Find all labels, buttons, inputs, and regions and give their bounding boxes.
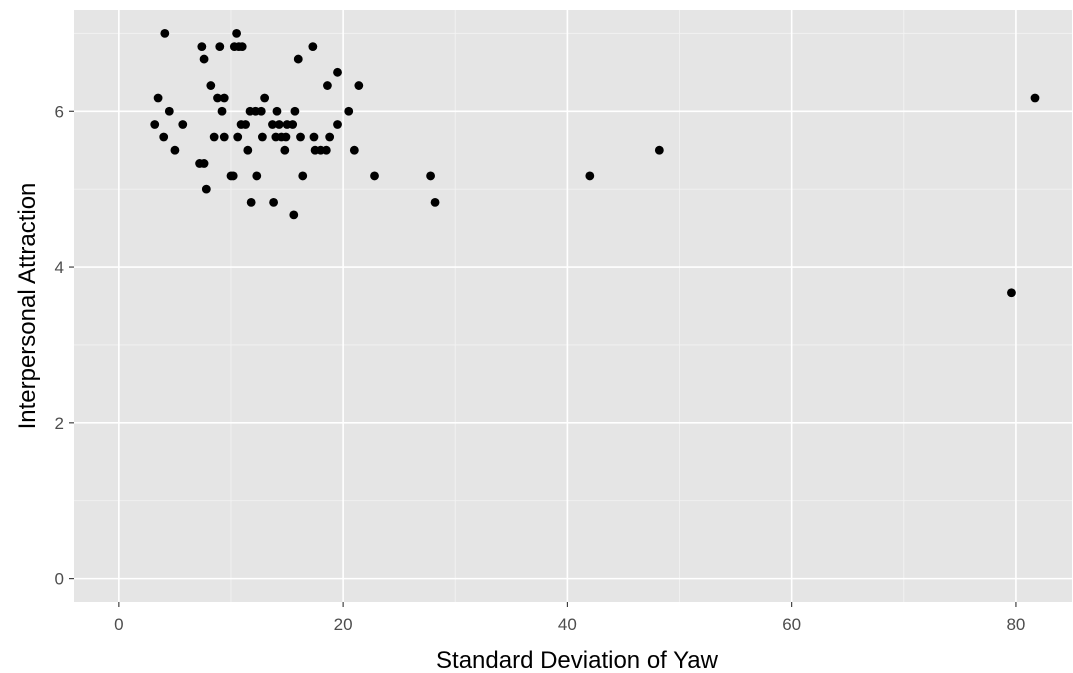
data-point: [309, 132, 319, 142]
data-point: [308, 42, 318, 52]
x-tick-label: 20: [334, 615, 353, 634]
data-point: [228, 171, 238, 181]
plot-panel: [74, 10, 1072, 602]
data-point: [290, 106, 300, 116]
data-point: [272, 106, 282, 116]
data-point: [153, 93, 163, 103]
data-point: [201, 184, 211, 194]
data-point: [237, 42, 247, 52]
data-point: [280, 145, 290, 155]
data-point: [321, 145, 331, 155]
data-point: [1007, 288, 1016, 298]
data-point: [159, 132, 169, 142]
x-tick-label: 40: [558, 615, 577, 634]
data-point: [354, 81, 364, 90]
x-tick-label: 60: [782, 615, 801, 634]
data-point: [160, 28, 170, 38]
data-point: [323, 81, 332, 90]
data-point: [296, 132, 305, 142]
data-point: [333, 120, 342, 129]
data-point: [281, 132, 291, 142]
axes: 0 20 40 60 80 0 2 4 6: [55, 102, 1026, 634]
data-point: [219, 93, 229, 103]
data-point: [430, 198, 440, 207]
data-points: [150, 28, 1040, 298]
data-point: [426, 171, 435, 181]
data-point: [585, 171, 595, 181]
data-point: [333, 67, 342, 77]
data-point: [217, 106, 227, 116]
y-tick-label: 0: [55, 570, 64, 589]
x-tick-label: 0: [114, 615, 123, 634]
data-point: [269, 198, 278, 207]
y-tick-label: 4: [55, 258, 64, 277]
data-point: [233, 132, 243, 142]
data-point: [209, 132, 219, 142]
y-axis-title: Interpersonal Attraction: [14, 183, 41, 430]
data-point: [257, 132, 267, 142]
data-point: [219, 132, 229, 142]
data-point: [298, 171, 308, 181]
data-point: [241, 120, 250, 129]
data-point: [256, 106, 266, 116]
x-tick-label: 80: [1006, 615, 1025, 634]
data-point: [268, 120, 277, 129]
data-point: [164, 106, 174, 116]
data-point: [325, 132, 335, 142]
data-point: [199, 159, 209, 168]
data-point: [178, 120, 188, 129]
data-point: [1030, 93, 1040, 103]
data-point: [260, 93, 270, 103]
data-point: [344, 106, 354, 116]
data-point: [252, 171, 262, 181]
data-point: [197, 42, 207, 52]
data-point: [274, 120, 284, 129]
data-point: [213, 93, 222, 103]
data-point: [246, 198, 256, 207]
data-point: [289, 210, 299, 220]
data-point: [199, 54, 209, 64]
data-point: [654, 145, 664, 155]
data-point: [370, 171, 379, 181]
x-axis-title: Standard Deviation of Yaw: [436, 647, 719, 673]
data-point: [288, 120, 298, 129]
data-point: [206, 81, 216, 90]
data-point: [150, 120, 160, 129]
data-point: [232, 28, 241, 38]
y-tick-label: 6: [55, 102, 64, 121]
data-point: [293, 54, 303, 64]
data-point: [215, 42, 225, 52]
data-point: [243, 145, 253, 155]
data-point: [349, 145, 359, 155]
y-tick-label: 2: [55, 414, 64, 433]
data-point: [170, 145, 180, 155]
